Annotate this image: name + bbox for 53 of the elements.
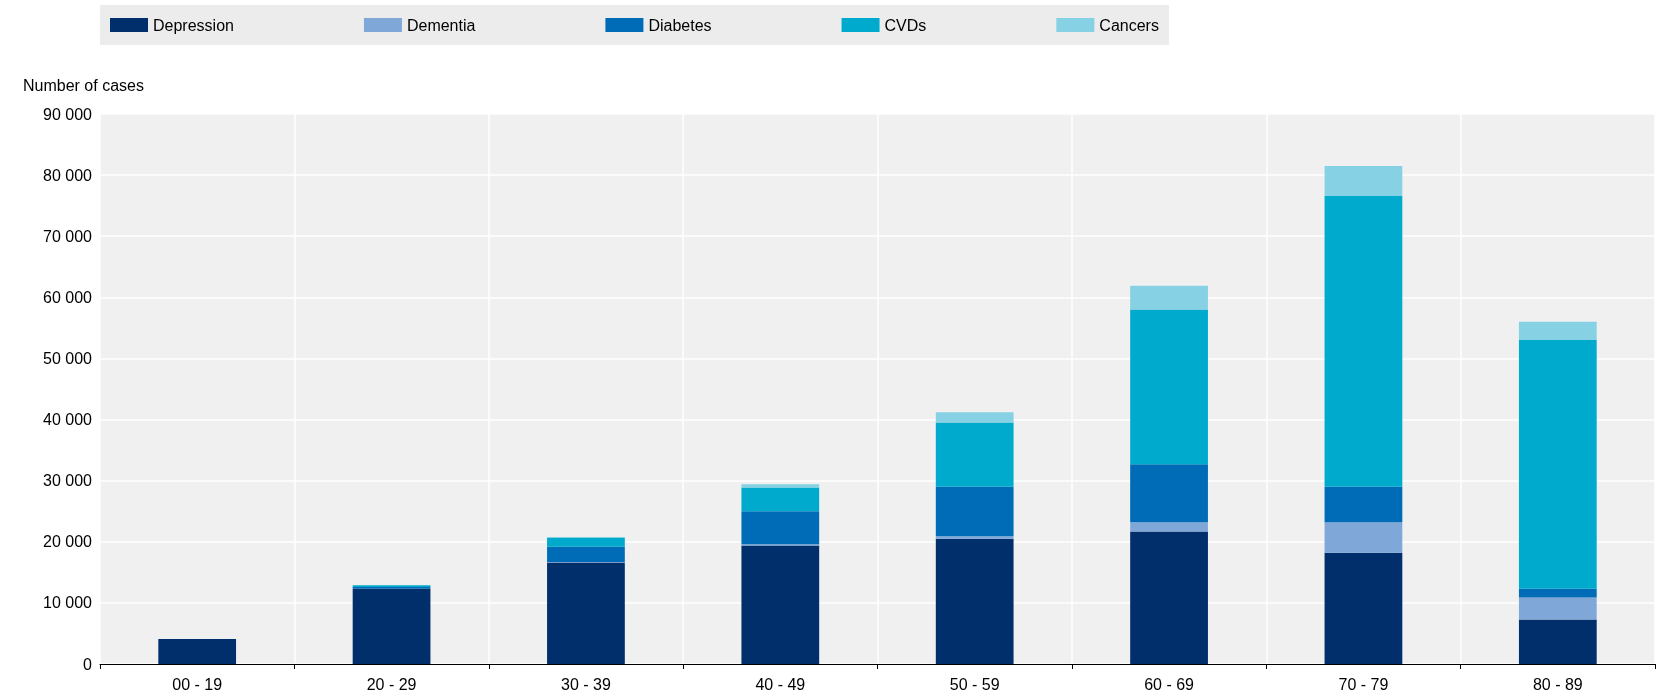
bar <box>741 484 820 488</box>
bar <box>547 546 625 562</box>
bar <box>1130 522 1208 532</box>
legend-label: Depression <box>153 16 234 34</box>
bar <box>1324 486 1403 523</box>
legend-label: Cancers <box>1099 16 1159 34</box>
x-tick-label: 00 - 19 <box>172 675 223 693</box>
bar <box>935 422 1014 487</box>
y-tick-label: 10 000 <box>43 594 93 612</box>
bar <box>1518 619 1597 664</box>
y-tick-label: 0 <box>83 655 93 673</box>
x-tick-label: 20 - 29 <box>366 675 417 693</box>
legend-label: Diabetes <box>648 16 712 34</box>
bar <box>1130 531 1208 664</box>
y-tick-label: 50 000 <box>43 349 93 367</box>
bar <box>1130 285 1208 310</box>
bar <box>547 538 625 547</box>
x-tick-label: 50 - 59 <box>949 675 1000 693</box>
bar <box>935 536 1014 539</box>
y-tick-label: 30 000 <box>43 472 93 490</box>
bar <box>1324 195 1403 487</box>
y-axis-title: Number of cases <box>23 76 144 94</box>
y-tick-label: 90 000 <box>43 105 93 123</box>
bar <box>741 545 820 664</box>
bar <box>935 486 1014 537</box>
bar <box>741 511 820 545</box>
x-tick-label: 40 - 49 <box>755 675 806 693</box>
bar <box>1130 309 1208 465</box>
y-tick-label: 80 000 <box>43 166 93 184</box>
bar <box>158 638 237 664</box>
x-tick-label: 30 - 39 <box>561 675 611 693</box>
bar <box>352 588 431 664</box>
bar <box>1518 340 1597 589</box>
bar <box>1324 522 1403 553</box>
bar <box>1130 464 1208 523</box>
y-tick-label: 60 000 <box>43 288 93 306</box>
bar <box>935 538 1014 664</box>
bar <box>935 412 1014 423</box>
x-tick-label: 80 - 89 <box>1532 675 1583 693</box>
y-tick-label: 20 000 <box>43 533 93 551</box>
bar <box>1324 552 1403 664</box>
x-tick-label: 60 - 69 <box>1144 675 1195 693</box>
bar <box>1518 597 1597 620</box>
bar <box>1518 321 1597 341</box>
y-tick-label: 70 000 <box>43 227 93 245</box>
y-tick-label: 40 000 <box>43 411 93 429</box>
bar <box>547 562 625 664</box>
x-tick-label: 70 - 79 <box>1338 675 1389 693</box>
bar <box>1518 588 1597 598</box>
bar <box>741 487 820 512</box>
legend-label: CVDs <box>884 16 927 34</box>
bar <box>1324 165 1403 196</box>
legend-label: Dementia <box>406 16 476 34</box>
